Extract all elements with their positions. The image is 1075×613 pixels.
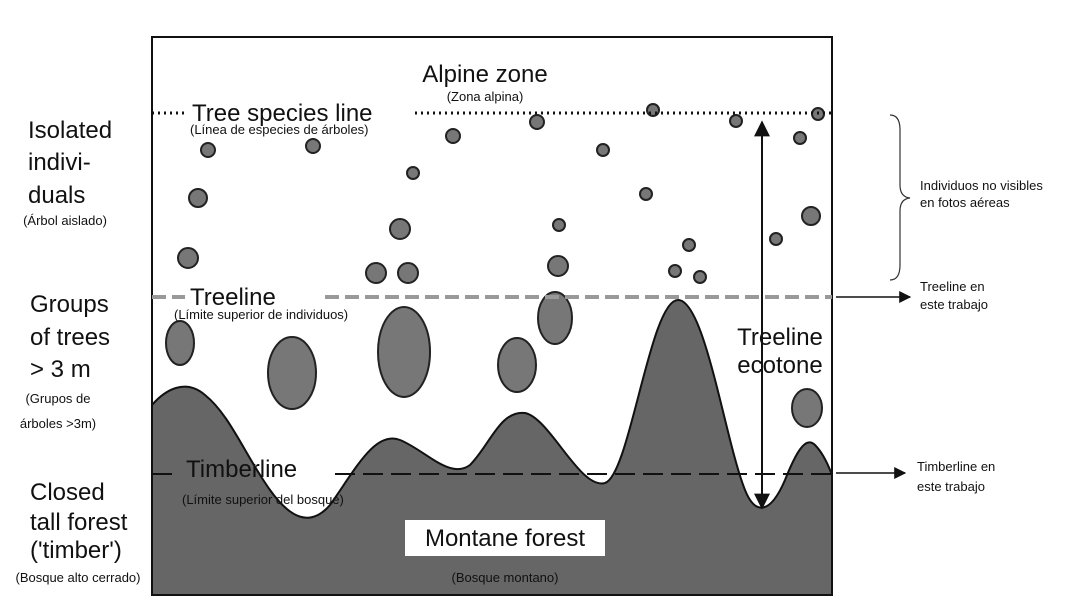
left-translation: (Grupos de [25,391,90,406]
right-note: Timberline en [917,459,995,474]
right-notes: Individuos no visibles en fotos aéreas Tre… [836,114,1043,494]
left-label: Groups [30,291,109,318]
left-labels: Isolated indivi-duals (Árbol aislado) Group… [15,117,140,585]
right-note: Treeline en [920,279,985,294]
right-note: en fotos aéreas [920,195,1010,210]
timberline-label: Timberline [186,456,297,483]
left-label: indivi- [28,149,91,176]
isolated-trees [177,103,825,284]
montane-label: Montane forest [425,525,585,552]
treeline-translation: (Límite superior de individuos) [174,307,348,322]
right-note: Individuos no visibles [920,178,1043,193]
left-label: duals [28,182,85,209]
alpine-translation: (Zona alpina) [447,89,524,104]
left-translation: (Árbol aislado) [23,213,107,228]
ecotone-label: Treeline [737,324,823,351]
montane-translation: (Bosque montano) [452,570,559,585]
frame [151,36,833,596]
left-label: of trees [30,324,110,351]
timberline-translation: (Límite superior del bosque) [182,492,344,507]
ecotone-label: ecotone [737,352,822,379]
tree-groups [165,291,823,428]
brace [889,114,911,281]
left-label: Closed [30,479,105,506]
species-line-label: Tree species line [192,100,373,127]
alpine-label: Alpine zone [422,61,547,88]
left-label: > 3 m [30,356,91,383]
left-translation: árboles >3m) [20,416,96,431]
forest [151,298,833,596]
treeline-label: Treeline [190,284,276,311]
label-bg [405,520,605,556]
right-note: este trabajo [917,479,985,494]
left-label: Isolated [28,117,112,144]
left-label: tall forest [30,509,128,536]
right-note: este trabajo [920,297,988,312]
left-translation: (Bosque alto cerrado) [15,570,140,585]
panel: Alpine zone (Zona alpina) Tree species l… [151,36,833,596]
left-label: ('timber') [30,537,122,564]
species-line-translation: (Línea de especies de árboles) [190,122,369,137]
